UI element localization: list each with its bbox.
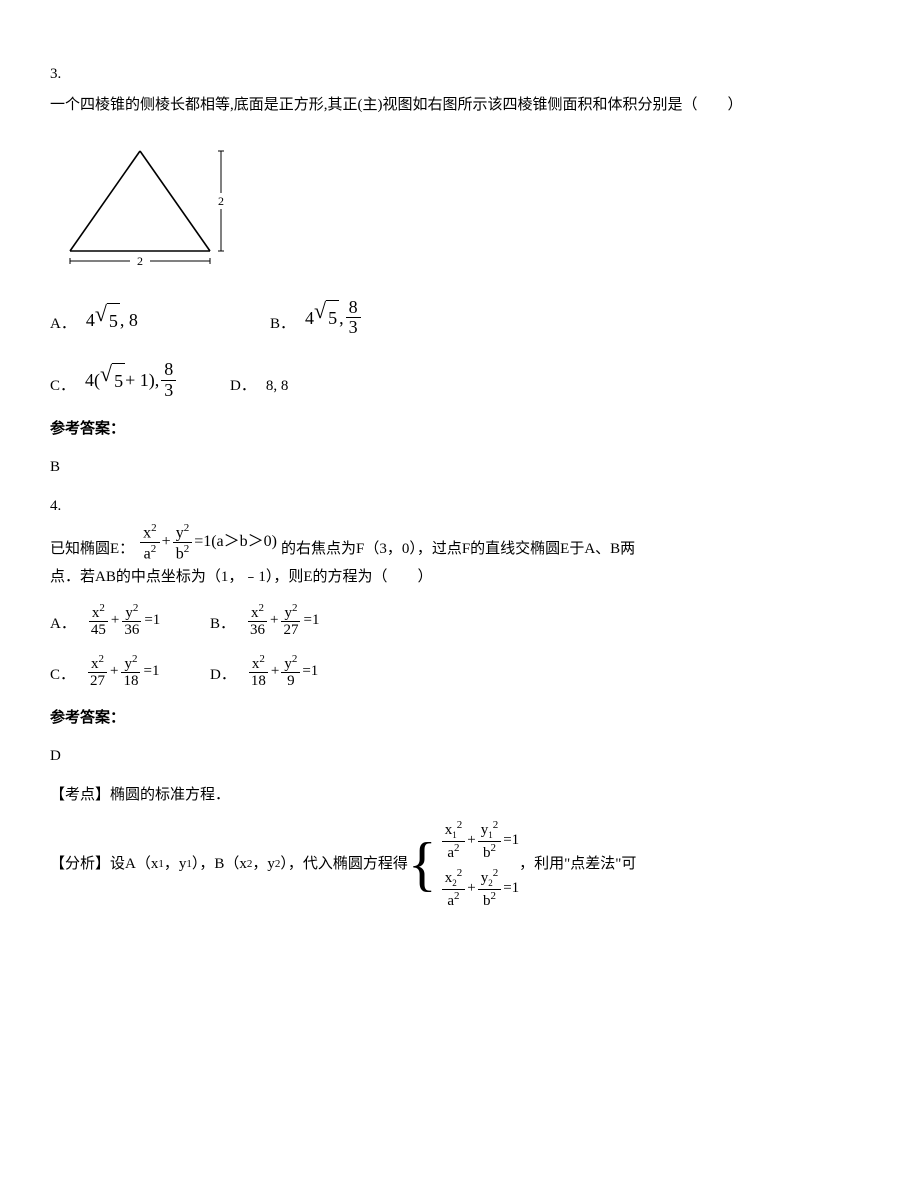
q3-diagram: 2 2 — [50, 133, 870, 284]
base-width-label: 2 — [137, 254, 143, 268]
fraction: 8 3 — [161, 360, 176, 401]
q3-choice-d: D． 8, 8 — [230, 372, 288, 401]
choice-label: C． — [50, 372, 75, 401]
height-label: 2 — [218, 194, 224, 208]
q4-answer: D — [50, 742, 870, 771]
q4-analysis: 【分析】设A（x1 ，y1 ），B（x2 ，y2 ），代入椭圆方程得 { x12… — [50, 819, 870, 910]
q3-choice-a: A． 4 √5 , 8 — [50, 303, 270, 338]
sqrt-icon: √5 — [95, 303, 120, 338]
choice-c-formula: 4( √5 + 1), 8 3 — [85, 360, 178, 401]
q4-answer-header: 参考答案： — [50, 704, 870, 733]
choice-label: B． — [210, 610, 235, 639]
q4-choice-c: C． x227 + y218 =1 — [50, 653, 210, 690]
ellipse-equation: x2a2 + y2b2 =1(a＞b＞0) — [138, 522, 277, 563]
q4-stem-line1: 已知椭圆E： x2a2 + y2b2 =1(a＞b＞0) 的右焦点为F（3，0）… — [50, 522, 870, 563]
choice-label: A． — [50, 610, 76, 639]
q3-answer: B — [50, 453, 870, 482]
choice-formula: x218 + y29 =1 — [246, 653, 318, 690]
choice-label: D． — [230, 372, 256, 401]
choice-formula: x245 + y236 =1 — [86, 602, 160, 639]
choice-label: B． — [270, 310, 295, 339]
q4-choices-row1: A． x245 + y236 =1 B． x236 + y227 =1 — [50, 602, 870, 639]
q4-concept: 【考点】椭圆的标准方程． — [50, 781, 870, 810]
equation-system: { x12a2 + y12b2 =1 x22a2 + y22b2 =1 — [408, 819, 519, 910]
q3-choices-row1: A． 4 √5 , 8 B． 4 √5 , 8 3 — [50, 298, 870, 339]
sqrt-icon: √5 — [100, 363, 125, 398]
choice-d-text: 8, 8 — [266, 372, 289, 401]
choice-b-formula: 4 √5 , 8 3 — [305, 298, 363, 339]
sqrt-icon: √5 — [314, 300, 339, 335]
q4-mid: 的右焦点为F（3，0），过点F的直线交椭圆E于A、B两 — [281, 535, 635, 564]
choice-label: D． — [210, 661, 236, 690]
q4-choice-b: B． x236 + y227 =1 — [210, 602, 319, 639]
q4-stem-line2: 点．若AB的中点坐标为（1，﹣1），则E的方程为（ ） — [50, 563, 870, 592]
q3-text: 一个四棱锥的侧棱长都相等,底面是正方形,其正(主)视图如右图所示该四棱锥侧面积和… — [50, 91, 870, 120]
choice-label: A． — [50, 310, 76, 339]
q4-prefix: 已知椭圆E： — [50, 535, 134, 564]
q4-choice-a: A． x245 + y236 =1 — [50, 602, 210, 639]
q4-choices-row2: C． x227 + y218 =1 D． x218 + y29 =1 — [50, 653, 870, 690]
choice-formula: x227 + y218 =1 — [85, 653, 159, 690]
q3-choice-c: C． 4( √5 + 1), 8 3 — [50, 360, 230, 401]
q3-answer-header: 参考答案： — [50, 415, 870, 444]
q3-choice-b: B． 4 √5 , 8 3 — [270, 298, 363, 339]
choice-label: C． — [50, 661, 75, 690]
system-row-2: x22a2 + y22b2 =1 — [440, 867, 519, 909]
q3-choices-row2: C． 4( √5 + 1), 8 3 D． 8, 8 — [50, 360, 870, 401]
fraction: 8 3 — [346, 298, 361, 339]
choice-a-formula: 4 √5 , 8 — [86, 303, 138, 338]
q4-number: 4. — [50, 492, 870, 521]
system-row-1: x12a2 + y12b2 =1 — [440, 819, 519, 861]
choice-formula: x236 + y227 =1 — [245, 602, 319, 639]
q4-choice-d: D． x218 + y29 =1 — [210, 653, 318, 690]
q3-number: 3. — [50, 60, 870, 89]
left-brace-icon: { — [408, 834, 437, 894]
